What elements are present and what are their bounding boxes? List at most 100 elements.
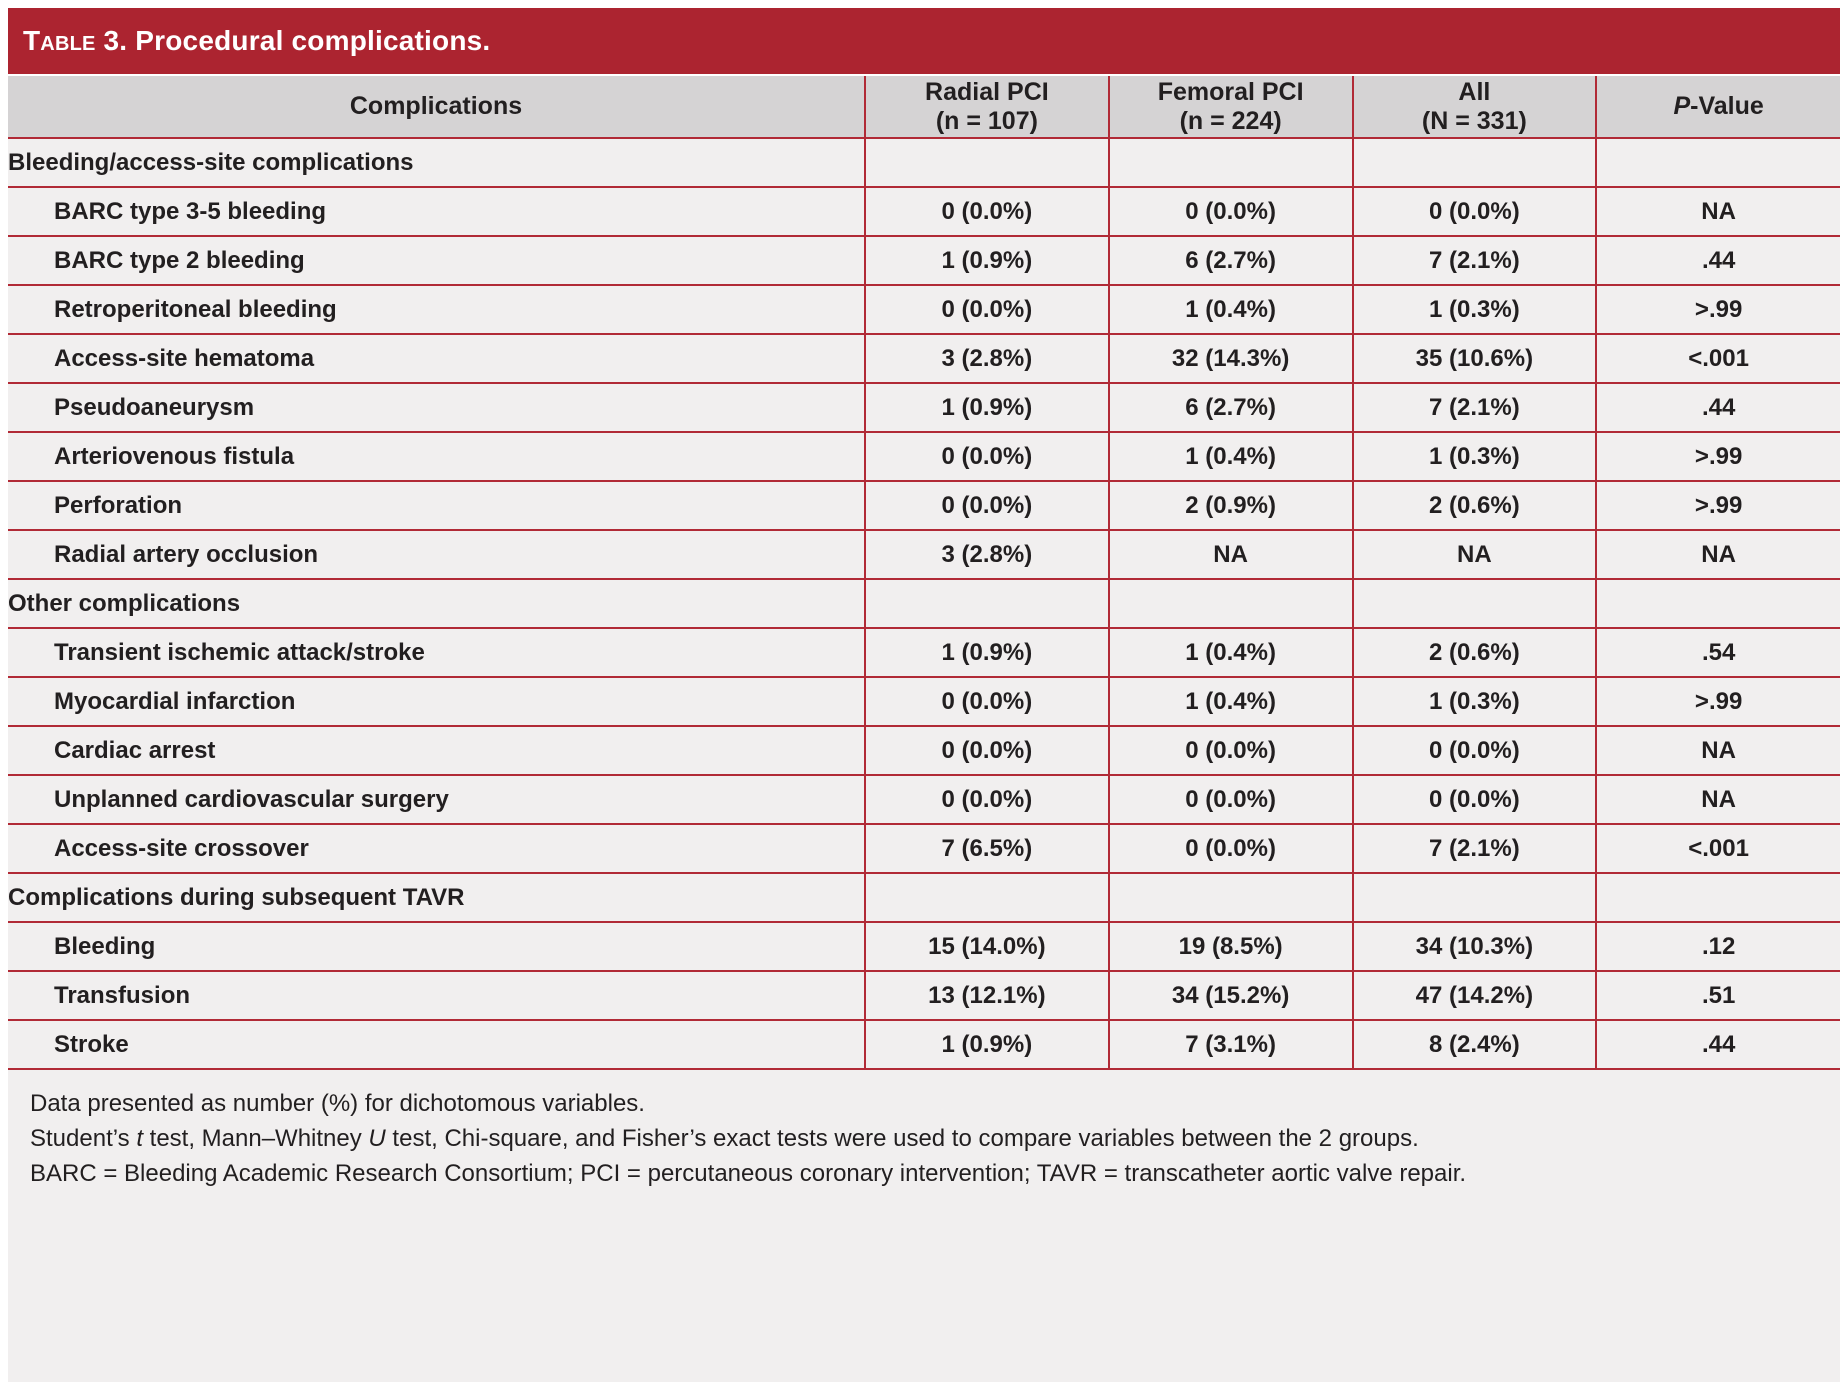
table-header-row: Complications Radial PCI (n = 107) Femor… [8,76,1840,138]
value-cell: 34 (15.2%) [1108,970,1354,1020]
row-label: Unplanned cardiovascular surgery [8,774,866,824]
footnote-text: Student’s [30,1125,137,1152]
value-cell: 1 (0.9%) [865,627,1110,677]
column-header-label: Complications [349,92,523,120]
table-row: Arteriovenous fistula 0 (0.0%) 1 (0.4%) 1 (… [8,431,1840,481]
table-row: Access-site hematoma 3 (2.8%) 32 (14.3%) 35… [8,333,1840,383]
value-cell: 0 (0.0%) [1108,725,1354,775]
value-cell: 1 (0.4%) [1108,431,1354,481]
table-row: Stroke 1 (0.9%) 7 (3.1%) 8 (2.4%) .44 [8,1019,1840,1069]
value-cell: <.001 [1596,333,1840,383]
table-row: BARC type 3-5 bleeding 0 (0.0%) 0 (0.0%) 0 … [8,186,1840,236]
row-label: BARC type 3-5 bleeding [8,186,866,236]
value-cell: 8 (2.4%) [1352,1019,1598,1069]
value-cell: 1 (0.9%) [865,1019,1110,1069]
value-cell: NA [1596,725,1840,775]
table-row: Transfusion 13 (12.1%) 34 (15.2%) 47 (14.2%… [8,970,1840,1020]
value-cell: 6 (2.7%) [1108,382,1354,432]
value-cell: 1 (0.4%) [1108,627,1354,677]
value-cell: 13 (12.1%) [865,970,1110,1020]
value-cell: >.99 [1596,431,1840,481]
row-label: Access-site crossover [8,823,866,873]
value-cell: 1 (0.3%) [1352,676,1598,726]
section-header-row: Complications during subsequent TAVR [8,872,1840,922]
value-cell: 1 (0.9%) [865,382,1110,432]
row-label: Perforation [8,480,866,530]
value-cell: 0 (0.0%) [1352,725,1598,775]
value-cell: 0 (0.0%) [1108,823,1354,873]
empty-cell [865,872,1110,922]
empty-cell [1352,137,1598,187]
value-cell: 1 (0.3%) [1352,284,1598,334]
column-header-label: Radial PCI [925,77,1049,106]
value-cell: <.001 [1596,823,1840,873]
empty-cell [1108,578,1354,628]
value-cell: .44 [1596,1019,1840,1069]
value-cell: 0 (0.0%) [865,676,1110,726]
row-label: BARC type 2 bleeding [8,235,866,285]
value-cell: 1 (0.9%) [865,235,1110,285]
footnote-line-1: Data presented as number (%) for dichoto… [30,1090,645,1117]
value-cell: 47 (14.2%) [1352,970,1598,1020]
value-cell: 1 (0.3%) [1352,431,1598,481]
value-cell: .51 [1596,970,1840,1020]
empty-cell [1596,872,1840,922]
value-cell: 2 (0.9%) [1108,480,1354,530]
table-footnotes: Data presented as number (%) for dichoto… [8,1070,1840,1191]
empty-cell [1352,872,1598,922]
value-cell: 0 (0.0%) [1108,186,1354,236]
empty-cell [865,137,1110,187]
value-cell: 7 (2.1%) [1352,382,1598,432]
table-row: Retroperitoneal bleeding 0 (0.0%) 1 (0.4%)… [8,284,1840,334]
table-number: Table 3. [23,25,128,56]
row-label: Transient ischemic attack/stroke [8,627,866,677]
value-cell: 0 (0.0%) [1352,774,1598,824]
value-cell: 7 (2.1%) [1352,235,1598,285]
section-header-row: Bleeding/access-site complications [8,137,1840,187]
table-title-bar: Table 3. Procedural complications. [8,8,1840,74]
value-cell: 1 (0.4%) [1108,284,1354,334]
section-header-row: Other complications [8,578,1840,628]
value-cell: >.99 [1596,284,1840,334]
table-row: Perforation 0 (0.0%) 2 (0.9%) 2 (0.6%) >.99 [8,480,1840,530]
row-label: Radial artery occlusion [8,529,866,579]
column-header-label: -Value [1690,92,1764,120]
table-caption: Procedural complications. [135,25,491,56]
value-cell: 15 (14.0%) [865,921,1110,971]
column-header-sublabel: (N = 331) [1421,106,1527,135]
table-sheet: Complications Radial PCI (n = 107) Femor… [8,76,1840,1382]
value-cell: 0 (0.0%) [1108,774,1354,824]
footnote-text: test, Mann–Whitney [142,1125,369,1152]
empty-cell [865,578,1110,628]
table-row: Pseudoaneurysm 1 (0.9%) 6 (2.7%) 7 (2.1%) .4… [8,382,1840,432]
value-cell: 0 (0.0%) [1352,186,1598,236]
empty-cell [1352,578,1598,628]
value-cell: .54 [1596,627,1840,677]
section-label: Bleeding/access-site complications [8,137,866,187]
table-row: Cardiac arrest 0 (0.0%) 0 (0.0%) 0 (0.0%) NA [8,725,1840,775]
column-header-label: Femoral PCI [1157,77,1304,106]
value-cell: 0 (0.0%) [865,186,1110,236]
empty-cell [1108,137,1354,187]
value-cell: >.99 [1596,480,1840,530]
value-cell: NA [1596,774,1840,824]
table-row: Myocardial infarction 0 (0.0%) 1 (0.4%) 1 (… [8,676,1840,726]
value-cell: 35 (10.6%) [1352,333,1598,383]
row-label: Cardiac arrest [8,725,866,775]
table-row: BARC type 2 bleeding 1 (0.9%) 6 (2.7%) 7 (2… [8,235,1840,285]
value-cell: .44 [1596,235,1840,285]
value-cell: .12 [1596,921,1840,971]
value-cell: 7 (3.1%) [1108,1019,1354,1069]
value-cell: 0 (0.0%) [865,774,1110,824]
table-row: Access-site crossover 7 (6.5%) 0 (0.0%) 7 (… [8,823,1840,873]
row-label: Pseudoaneurysm [8,382,866,432]
value-cell: .44 [1596,382,1840,432]
row-label: Transfusion [8,970,866,1020]
value-cell: 1 (0.4%) [1108,676,1354,726]
value-cell: NA [1352,529,1598,579]
column-header-radial-pci: Radial PCI (n = 107) [865,76,1110,138]
table-row: Radial artery occlusion 3 (2.8%) NA NA NA [8,529,1840,579]
value-cell: 3 (2.8%) [865,333,1110,383]
footnote-italic-t: t [136,1125,143,1152]
